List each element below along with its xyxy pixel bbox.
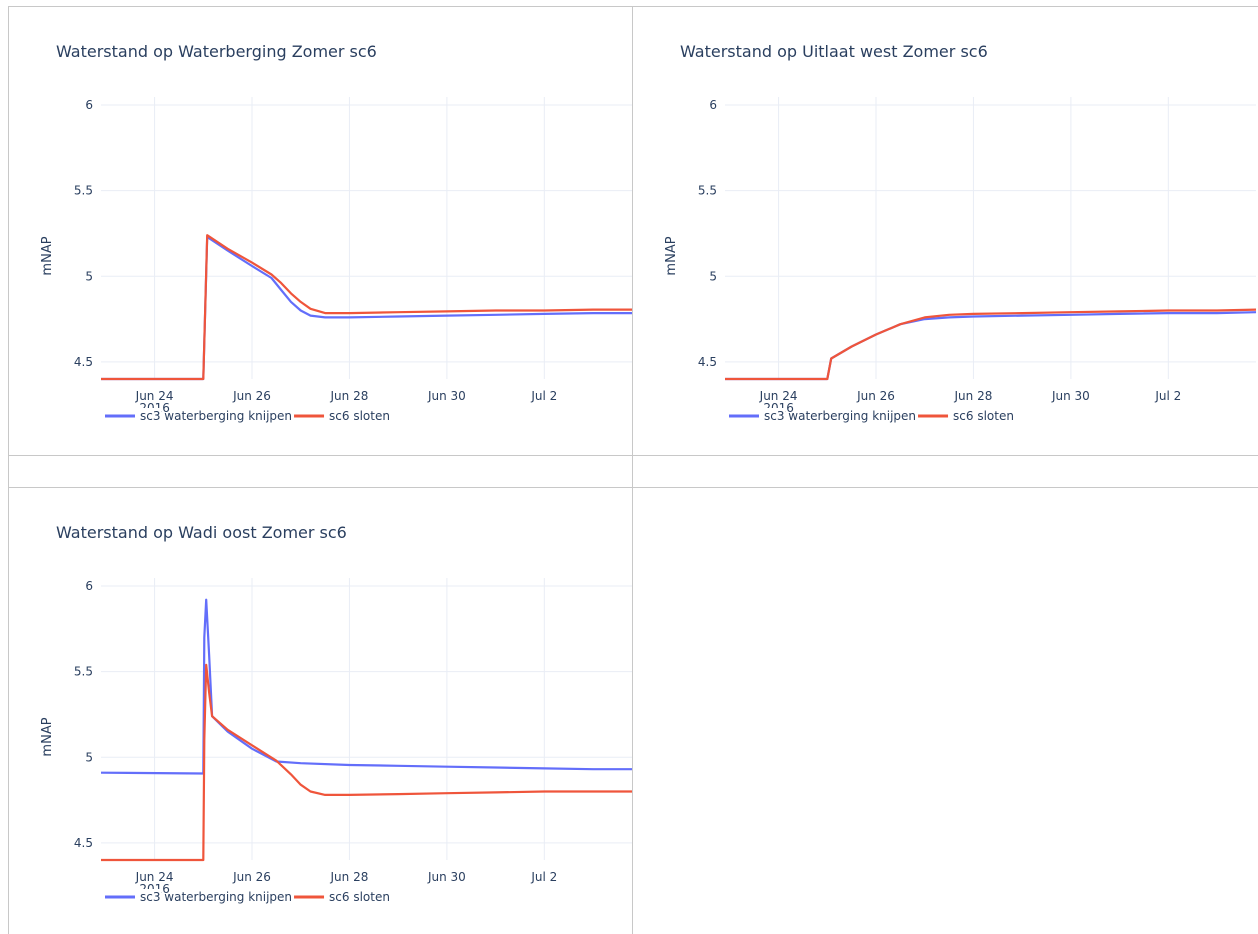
legend: sc3 waterberging knijpen sc6 sloten	[729, 409, 1014, 423]
legend-label-sc6: sc6 sloten	[329, 409, 390, 423]
series-lines	[101, 598, 632, 862]
legend-label-sc3: sc3 waterberging knijpen	[140, 890, 292, 904]
axis-sublabel-mask	[81, 408, 161, 428]
x-tick-label: Jun 24	[135, 389, 174, 403]
legend-label-sc6: sc6 sloten	[329, 890, 390, 904]
x-tick-label: Jun 24	[135, 870, 174, 884]
x-tick-label: Jun 28	[330, 870, 369, 884]
axis-sublabel-mask	[81, 889, 161, 909]
chart-title: Waterstand op Wadi oost Zomer sc6	[56, 523, 347, 542]
chart-svg: Waterstand op Uitlaat west Zomer sc6 6 5.5…	[664, 42, 1256, 428]
y-gridlines	[101, 104, 632, 363]
x-gridlines	[154, 578, 545, 860]
chart-panel-wadi-oost: Waterstand op Wadi oost Zomer sc6 6 5.5 5 4.…	[9, 488, 632, 934]
y-tick-label: 4.5	[698, 355, 717, 369]
x-tick-label: Jun 26	[232, 389, 271, 403]
legend-label-sc3: sc3 waterberging knijpen	[140, 409, 292, 423]
x-tick-label: Jul 2	[1154, 389, 1181, 403]
x-tick-label: Jun 26	[232, 870, 271, 884]
legend-label-sc6: sc6 sloten	[953, 409, 1014, 423]
x-gridlines	[778, 97, 1169, 379]
frame-row-divider-lower	[8, 487, 1258, 488]
chart-title: Waterstand op Uitlaat west Zomer sc6	[680, 42, 988, 61]
x-tick-label: Jun 28	[330, 389, 369, 403]
series-lines	[101, 234, 632, 381]
y-axis-label: mNAP	[40, 717, 55, 756]
y-tick-label: 6	[709, 98, 717, 112]
y-gridlines	[725, 104, 1256, 363]
legend-label-sc3: sc3 waterberging knijpen	[764, 409, 916, 423]
x-tick-label: Jun 28	[954, 389, 993, 403]
y-tick-label: 5	[709, 269, 717, 283]
x-tick-label: Jun 30	[427, 870, 466, 884]
y-tick-label: 5.5	[698, 184, 717, 198]
y-tick-label: 4.5	[74, 355, 93, 369]
y-tick-label: 5.5	[74, 184, 93, 198]
series-line-sc6	[101, 234, 632, 381]
series-line-sc3	[101, 235, 632, 381]
x-tick-label: Jun 26	[856, 389, 895, 403]
frame-left-line	[8, 6, 9, 934]
series-line-sc3	[101, 598, 632, 775]
legend: sc3 waterberging knijpen sc6 sloten	[105, 409, 390, 423]
frame-center-divider	[632, 6, 633, 934]
y-tick-label: 5	[85, 750, 93, 764]
x-gridlines	[154, 97, 545, 379]
chart-panel-uitlaat-west: Waterstand op Uitlaat west Zomer sc6 6 5.5…	[633, 7, 1258, 455]
series-line-sc3	[725, 311, 1256, 381]
y-tick-label: 4.5	[74, 836, 93, 850]
frame-top-line	[8, 6, 1258, 7]
series-line-sc6	[725, 308, 1256, 381]
axis-sublabel-mask	[705, 408, 785, 428]
y-tick-label: 5	[85, 269, 93, 283]
x-tick-label: Jun 30	[427, 389, 466, 403]
frame-row-divider-upper	[8, 455, 1258, 456]
y-tick-label: 6	[85, 579, 93, 593]
legend: sc3 waterberging knijpen sc6 sloten	[105, 890, 390, 904]
chart-title: Waterstand op Waterberging Zomer sc6	[56, 42, 377, 61]
y-tick-label: 6	[85, 98, 93, 112]
x-tick-label: Jul 2	[530, 389, 557, 403]
y-tick-label: 5.5	[74, 665, 93, 679]
x-tick-label: Jun 30	[1051, 389, 1090, 403]
chart-svg: Waterstand op Waterberging Zomer sc6 6 5.5…	[40, 42, 632, 428]
x-tick-label: Jun 24	[759, 389, 798, 403]
y-gridlines	[101, 585, 632, 844]
y-axis-label: mNAP	[664, 236, 679, 275]
series-lines	[725, 308, 1256, 381]
series-line-sc6	[101, 663, 632, 862]
chart-svg: Waterstand op Wadi oost Zomer sc6 6 5.5 5 4.…	[40, 523, 632, 909]
x-tick-label: Jul 2	[530, 870, 557, 884]
chart-panel-waterberging: Waterstand op Waterberging Zomer sc6 6 5.5…	[9, 7, 632, 455]
y-axis-label: mNAP	[40, 236, 55, 275]
